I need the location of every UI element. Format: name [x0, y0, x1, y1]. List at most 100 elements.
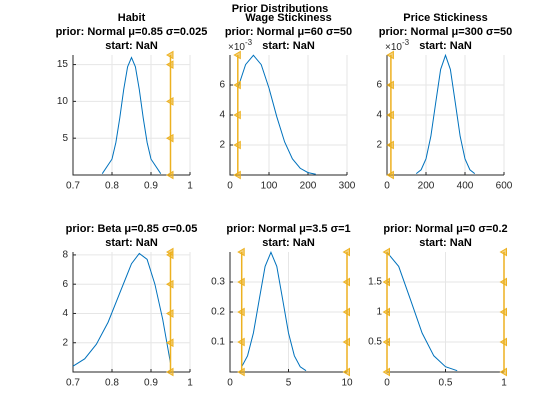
y-exponent-power: -3 [245, 38, 253, 47]
y-tick-label: 4 [376, 110, 382, 121]
x-tick-label: 100 [261, 181, 278, 192]
axis-lines [72, 55, 190, 176]
bound-marker [386, 140, 394, 150]
bound-marker [166, 50, 174, 60]
y-tick-label: 8 [62, 250, 68, 261]
x-tick-label: 1 [501, 378, 507, 389]
bound-marker [166, 367, 174, 377]
subplot-title: prior: Beta μ=0.85 σ=0.05 [66, 223, 198, 235]
y-tick-label: 2 [62, 337, 68, 348]
bound-marker [342, 247, 350, 257]
y-tick-label: 0.5 [368, 337, 382, 348]
y-tick-label: 6 [219, 80, 225, 91]
density-curve [237, 54, 316, 175]
y-tick-label: 6 [376, 80, 382, 91]
subplot-title: start: NaN [262, 237, 315, 249]
bound-marker [499, 367, 507, 377]
bound-marker [499, 337, 507, 347]
subplot-title: Wage Stickiness [245, 12, 331, 24]
bound-marker [237, 277, 245, 287]
bound-marker [342, 277, 350, 287]
subplot-title: start: NaN [105, 237, 158, 249]
bound-marker [166, 309, 174, 318]
x-tick-label: 5 [286, 378, 292, 389]
y-tick-label: 1.5 [368, 277, 382, 288]
y-exponent-base: ×10 [228, 42, 245, 53]
bound-marker [233, 50, 241, 60]
y-tick-label: 2 [219, 140, 225, 151]
x-tick-label: 0 [227, 181, 233, 192]
subplot-title: start: NaN [419, 237, 472, 249]
x-tick-label: 600 [496, 181, 513, 192]
subplot-title: Price Stickiness [403, 12, 487, 24]
y-tick-label: 10 [57, 96, 69, 107]
x-tick-label: 0.7 [66, 378, 80, 389]
bound-marker [386, 50, 394, 60]
bound-marker [342, 337, 350, 347]
bound-marker [382, 247, 390, 257]
subplot: prior: Beta μ=0.85 σ=0.05 start: NaN 0.7 0.… [62, 223, 197, 389]
y-tick-label: 0.3 [211, 277, 225, 288]
y-tick-label: 5 [62, 133, 68, 144]
subplot-title: Habit [118, 12, 146, 24]
x-tick-label: 400 [457, 181, 474, 192]
x-tick-label: 10 [341, 378, 353, 389]
x-tick-label: 0 [227, 378, 233, 389]
bound-marker [237, 367, 245, 377]
bound-marker [166, 133, 174, 143]
bound-marker [499, 247, 507, 257]
density-curve [386, 251, 458, 372]
y-exponent: ×10-3 [228, 38, 253, 53]
bound-marker [237, 337, 245, 347]
density-curve [241, 250, 307, 372]
bound-marker [233, 80, 241, 90]
x-tick-label: 300 [339, 181, 356, 192]
bound-marker [166, 247, 174, 257]
subplot-title: prior: Normal μ=0 σ=0.2 [383, 223, 507, 235]
bound-marker [233, 110, 241, 120]
density-curve [101, 56, 162, 174]
bound-marker [386, 110, 394, 120]
axis-lines [229, 252, 347, 373]
bound-marker [166, 97, 174, 106]
x-tick-label: 0 [384, 181, 390, 192]
subplot-title: prior: Normal μ=60 σ=50 [225, 26, 352, 38]
subplot-title: prior: Normal μ=0.85 σ=0.025 [56, 26, 208, 38]
axis-lines [229, 55, 347, 176]
y-exponent-base: ×10 [385, 42, 402, 53]
subplot-title: start: NaN [419, 40, 472, 52]
subplot-title: start: NaN [262, 40, 315, 52]
y-tick-label: 0.1 [211, 337, 225, 348]
bound-marker [499, 307, 507, 317]
bound-marker [382, 367, 390, 377]
y-exponent: ×10-3 [385, 38, 410, 53]
x-tick-label: 0 [384, 378, 390, 389]
bound-marker [386, 170, 394, 180]
y-tick-label: 0.2 [211, 307, 225, 318]
subplot: prior: Normal μ=3.5 σ=1 start: NaN 0 5 10 0.1… [211, 223, 353, 389]
y-tick-label: 6 [62, 279, 68, 290]
bound-marker [166, 338, 174, 348]
y-tick-label: 15 [57, 59, 69, 70]
x-tick-label: 0.9 [144, 181, 158, 192]
figure-title: Prior Distributions [232, 3, 329, 15]
bound-marker [166, 279, 174, 289]
subplot-title: prior: Normal μ=3.5 σ=1 [226, 223, 350, 235]
y-tick-label: 2 [376, 140, 382, 151]
bound-marker [382, 277, 390, 287]
bound-marker [382, 307, 390, 317]
bound-marker [166, 170, 174, 180]
bound-marker [342, 367, 350, 377]
x-tick-label: 0.9 [144, 378, 158, 389]
x-tick-label: 1 [187, 181, 193, 192]
y-tick-label: 4 [219, 110, 225, 121]
y-exponent-power: -3 [402, 38, 410, 47]
axis-lines [72, 252, 190, 373]
y-tick-label: 1 [376, 307, 382, 318]
subplot: Wage Stickiness prior: Normal μ=60 σ=50 st… [219, 12, 355, 192]
x-tick-label: 0.5 [439, 378, 453, 389]
subplot-title: start: NaN [105, 40, 158, 52]
bound-marker [499, 277, 507, 287]
bound-marker [233, 170, 241, 180]
x-tick-label: 0.8 [105, 378, 119, 389]
